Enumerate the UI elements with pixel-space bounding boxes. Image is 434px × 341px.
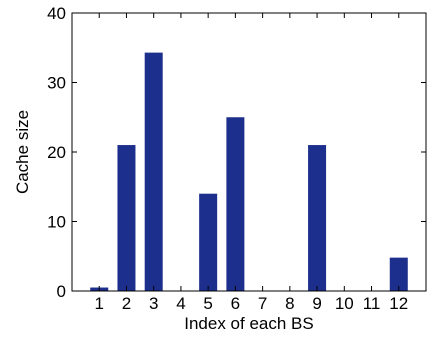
- x-axis-label: Index of each BS: [184, 314, 313, 333]
- x-tick-label-11: 11: [363, 294, 381, 313]
- bar-9: [308, 145, 327, 291]
- y-tick-label-30: 30: [47, 74, 66, 93]
- bar-2: [117, 145, 136, 291]
- y-tick-label-0: 0: [57, 282, 66, 301]
- y-axis-label: Cache size: [13, 110, 32, 194]
- x-tick-label-3: 3: [149, 294, 158, 313]
- bar-12: [389, 257, 408, 291]
- x-tick-label-4: 4: [176, 294, 185, 313]
- bar-3: [144, 52, 163, 291]
- bar-5: [199, 193, 218, 291]
- x-tick-label-8: 8: [285, 294, 294, 313]
- bars-layer: [90, 52, 408, 291]
- x-tick-label-5: 5: [203, 294, 212, 313]
- y-tick-label-20: 20: [47, 143, 66, 162]
- x-tick-label-6: 6: [231, 294, 240, 313]
- bar-6: [226, 117, 245, 291]
- x-tick-label-2: 2: [122, 294, 131, 313]
- y-tick-label-10: 10: [47, 213, 66, 232]
- x-tick-label-7: 7: [258, 294, 267, 313]
- x-tick-label-1: 1: [94, 294, 103, 313]
- y-tick-label-40: 40: [47, 4, 66, 23]
- x-tick-label-10: 10: [335, 294, 354, 313]
- x-tick-label-9: 9: [312, 294, 321, 313]
- x-tick-label-12: 12: [389, 294, 408, 313]
